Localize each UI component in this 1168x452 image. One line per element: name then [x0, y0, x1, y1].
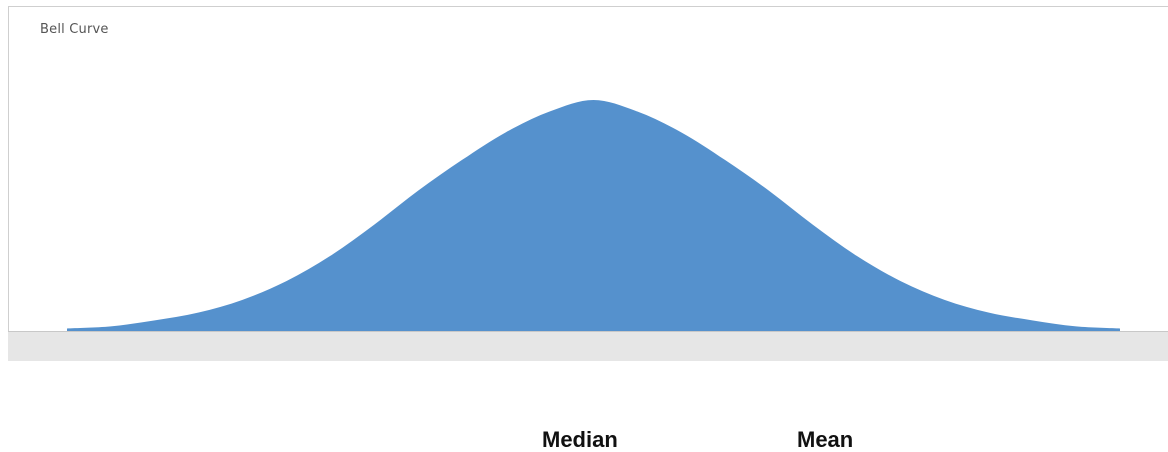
x-axis-band [8, 331, 1168, 361]
median-label: Median [542, 427, 618, 452]
chart-title: Bell Curve [40, 22, 109, 37]
mean-label: Mean [797, 427, 854, 452]
bell-curve-area [67, 100, 1120, 331]
